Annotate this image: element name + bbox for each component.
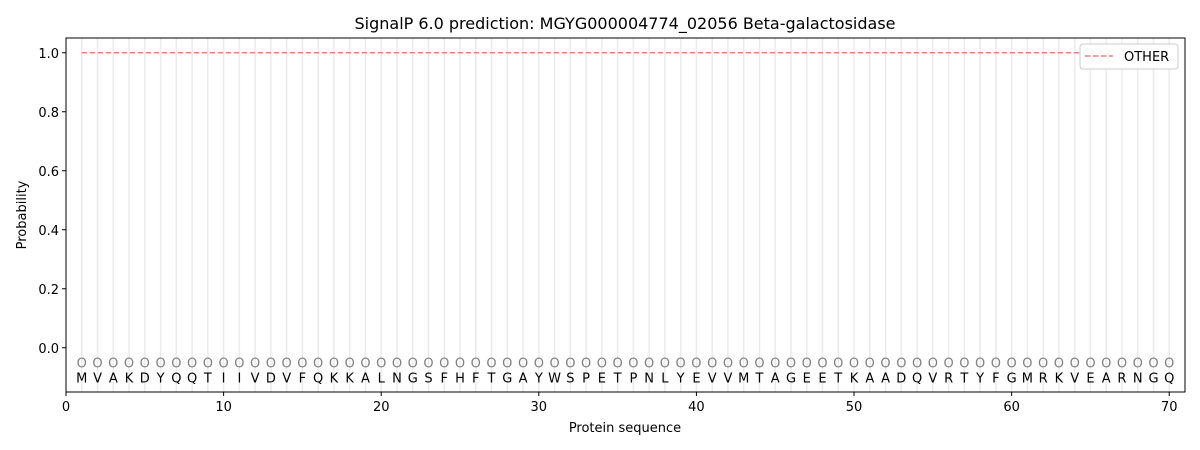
residue-label: V <box>282 371 291 386</box>
residue-label: A <box>881 371 890 386</box>
residue-label: T <box>487 371 496 386</box>
residue-label: K <box>330 371 339 386</box>
residue-label: V <box>723 371 732 386</box>
residue-label: D <box>266 371 276 386</box>
residue-label: Q <box>912 371 922 386</box>
residue-label: A <box>771 371 780 386</box>
residue-label: I <box>222 371 226 386</box>
residue-label: V <box>251 371 260 386</box>
y-axis: 0.0 0.2 0.4 0.6 0.8 1.0 <box>38 47 66 357</box>
y-tick-label: 0.8 <box>38 106 59 121</box>
y-tick-label: 0.4 <box>38 224 59 239</box>
residue-label: S <box>424 371 432 386</box>
x-tick-label: 0 <box>62 400 70 415</box>
residue-label: V <box>93 371 102 386</box>
x-axis: 0 10 20 30 40 50 60 70 <box>62 392 1178 415</box>
chart-title: SignalP 6.0 prediction: MGYG000004774_02… <box>354 14 895 34</box>
residue-label: G <box>1007 371 1017 386</box>
residue-label: A <box>109 371 118 386</box>
residue-label: Q <box>1164 371 1174 386</box>
x-tick-label: 30 <box>531 400 548 415</box>
residue-label: G <box>1148 371 1158 386</box>
plot-frame <box>65 37 1186 393</box>
residue-label: E <box>818 371 826 386</box>
residue-label: D <box>140 371 150 386</box>
residue-label: T <box>754 371 763 386</box>
residue-label: R <box>1039 371 1048 386</box>
y-tick-label: 0.6 <box>38 165 59 180</box>
residue-label: N <box>1133 371 1143 386</box>
residue-label: W <box>548 371 561 386</box>
residue-label: A <box>361 371 370 386</box>
residue-label: H <box>455 371 465 386</box>
residue-label: Y <box>156 371 165 386</box>
residue-label: V <box>1070 371 1079 386</box>
residue-label: G <box>502 371 512 386</box>
residue-label: F <box>441 371 448 386</box>
legend-box <box>1079 43 1179 70</box>
residue-label: R <box>1117 371 1126 386</box>
residue-label: F <box>992 371 999 386</box>
predicted-labels: OOOOOOOOOOOOOOOOOOOOOOOOOOOOOOOOOOOOOOOO… <box>77 357 1175 372</box>
residue-label: R <box>944 371 953 386</box>
residue-label: F <box>472 371 479 386</box>
residue-label: V <box>928 371 937 386</box>
residue-label: K <box>1055 371 1064 386</box>
residue-label: T <box>613 371 622 386</box>
residue-label: P <box>629 371 637 386</box>
residue-label: Y <box>975 371 984 386</box>
x-tick-label: 40 <box>688 400 705 415</box>
residue-label: K <box>850 371 859 386</box>
residue-label: M <box>1022 371 1033 386</box>
residue-label: F <box>299 371 306 386</box>
residue-label: T <box>833 371 842 386</box>
residue-label: E <box>598 371 606 386</box>
residue-label: L <box>661 371 669 386</box>
residue-label: A <box>865 371 874 386</box>
residue-label: T <box>959 371 968 386</box>
residue-label: K <box>345 371 354 386</box>
residue-label: E <box>803 371 811 386</box>
residue-label: I <box>237 371 241 386</box>
y-tick-label: 0.0 <box>38 342 59 357</box>
x-tick-label: 70 <box>1161 400 1178 415</box>
residue-label: N <box>644 371 654 386</box>
y-tick-label: 1.0 <box>38 47 59 62</box>
x-tick-label: 20 <box>373 400 390 415</box>
y-axis-label: Probability <box>15 180 30 249</box>
legend-label-other: OTHER <box>1124 50 1169 65</box>
residue-label: E <box>692 371 700 386</box>
residue-label: A <box>519 371 528 386</box>
residue-label: D <box>896 371 906 386</box>
legend: OTHER <box>1079 43 1179 70</box>
x-tick-label: 50 <box>846 400 863 415</box>
x-axis-label: Protein sequence <box>569 421 681 436</box>
residue-label: G <box>408 371 418 386</box>
residue-label: T <box>203 371 212 386</box>
residue-label: Q <box>171 371 181 386</box>
residue-label: S <box>566 371 574 386</box>
residue-label: E <box>1086 371 1094 386</box>
residue-label: Q <box>313 371 323 386</box>
grid-lines <box>81 38 1170 392</box>
x-tick-label: 60 <box>1003 400 1020 415</box>
residue-label: N <box>392 371 402 386</box>
y-tick-label: 0.2 <box>38 283 59 298</box>
x-tick-label: 10 <box>215 400 232 415</box>
residue-label: G <box>786 371 796 386</box>
residue-label: Q <box>187 371 197 386</box>
residue-label: A <box>1102 371 1111 386</box>
residue-label: P <box>582 371 590 386</box>
residue-label: Y <box>676 371 685 386</box>
residue-label: Y <box>534 371 543 386</box>
residue-label: M <box>76 371 87 386</box>
residue-label: V <box>708 371 717 386</box>
residue-label: K <box>125 371 134 386</box>
residue-label: M <box>738 371 749 386</box>
residue-label: L <box>378 371 386 386</box>
